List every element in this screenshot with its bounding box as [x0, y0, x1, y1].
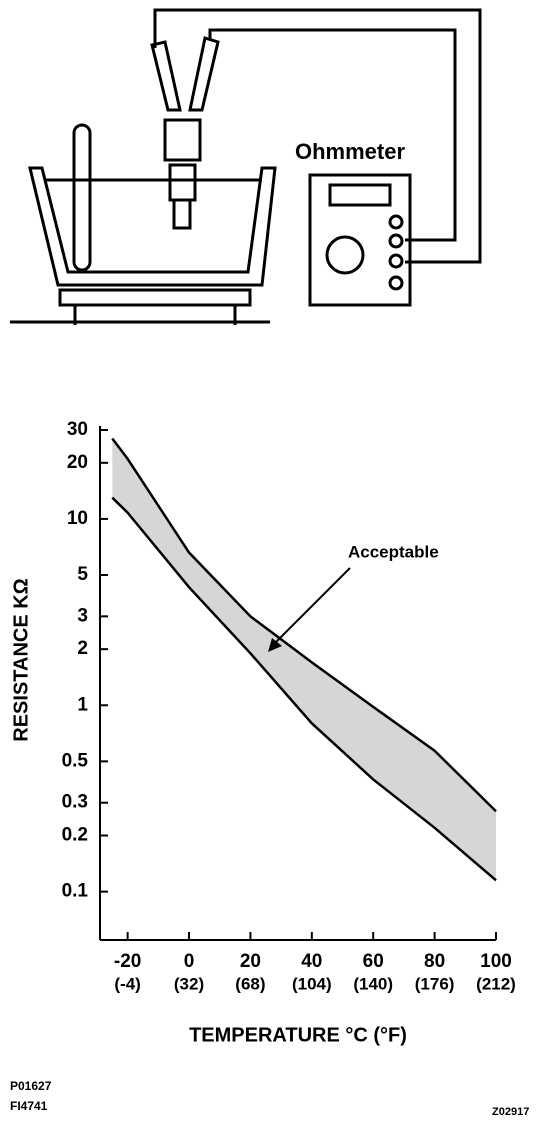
y-tick-label: 0.3	[62, 792, 88, 813]
y-tick-label: 0.2	[62, 825, 88, 846]
connector	[163, 118, 202, 162]
jack	[388, 275, 404, 291]
jack	[388, 253, 404, 269]
wire	[153, 8, 482, 264]
wire	[208, 28, 457, 242]
x-tick-label: 0	[184, 951, 195, 972]
x-axis-label: TEMPERATURE °C (°F)	[189, 1024, 407, 1046]
beaker	[28, 166, 277, 287]
x-tick-label: 40	[301, 951, 322, 972]
x-tick-label-f: (32)	[174, 974, 204, 993]
jack	[388, 214, 404, 230]
x-tick-label-f: (104)	[292, 974, 332, 993]
thermometer	[72, 123, 92, 272]
code: FI4741	[10, 1099, 48, 1113]
meter-label: Ohmmeter	[295, 139, 405, 164]
curve	[111, 437, 497, 813]
x-tick-label: 60	[363, 951, 384, 972]
annotation: Acceptable	[348, 542, 439, 561]
y-tick-label: 3	[77, 605, 88, 626]
code: P01627	[10, 1079, 52, 1093]
meter-body	[308, 173, 412, 307]
curve	[111, 496, 497, 882]
y-tick-label: 30	[67, 419, 88, 440]
y-tick-label: 1	[77, 694, 88, 715]
x-tick-label: 20	[240, 951, 261, 972]
y-tick-label: 2	[77, 638, 88, 659]
x-tick-label: -20	[114, 951, 141, 972]
jack	[388, 233, 404, 249]
arrow-head	[268, 638, 282, 652]
apparatus: Ohmmeter	[10, 8, 482, 325]
y-tick-label: 20	[67, 452, 88, 473]
meter-dial	[325, 235, 365, 275]
burner	[10, 288, 270, 325]
y-tick-label: 10	[67, 508, 88, 529]
y-tick-label: 5	[77, 564, 88, 585]
annotation-arrow	[271, 567, 351, 647]
probe	[172, 198, 192, 230]
x-tick-label: 80	[424, 951, 445, 972]
x-tick-label-f: (140)	[353, 974, 393, 993]
thread	[168, 163, 197, 202]
code: Z02917	[492, 1106, 529, 1118]
y-tick-label: 0.1	[62, 881, 89, 902]
x-tick-label-f: (-4)	[114, 974, 140, 993]
y-tick-label: 0.5	[62, 750, 89, 771]
y-axis-label: RESISTANCE KΩ	[10, 578, 32, 741]
x-tick-label-f: (68)	[235, 974, 265, 993]
clips	[150, 36, 220, 112]
meter-display	[328, 183, 392, 207]
x-tick-label: 100	[480, 951, 512, 972]
chart: 0.1 0.2 0.3 0.5 1 2 3 5 10 20 30 -20 (-4) 0 (32) 20 (68)…	[10, 419, 516, 1046]
acceptable-band	[112, 438, 497, 881]
x-tick-label-f: (212)	[476, 974, 516, 993]
x-tick-label-f: (176)	[415, 974, 455, 993]
